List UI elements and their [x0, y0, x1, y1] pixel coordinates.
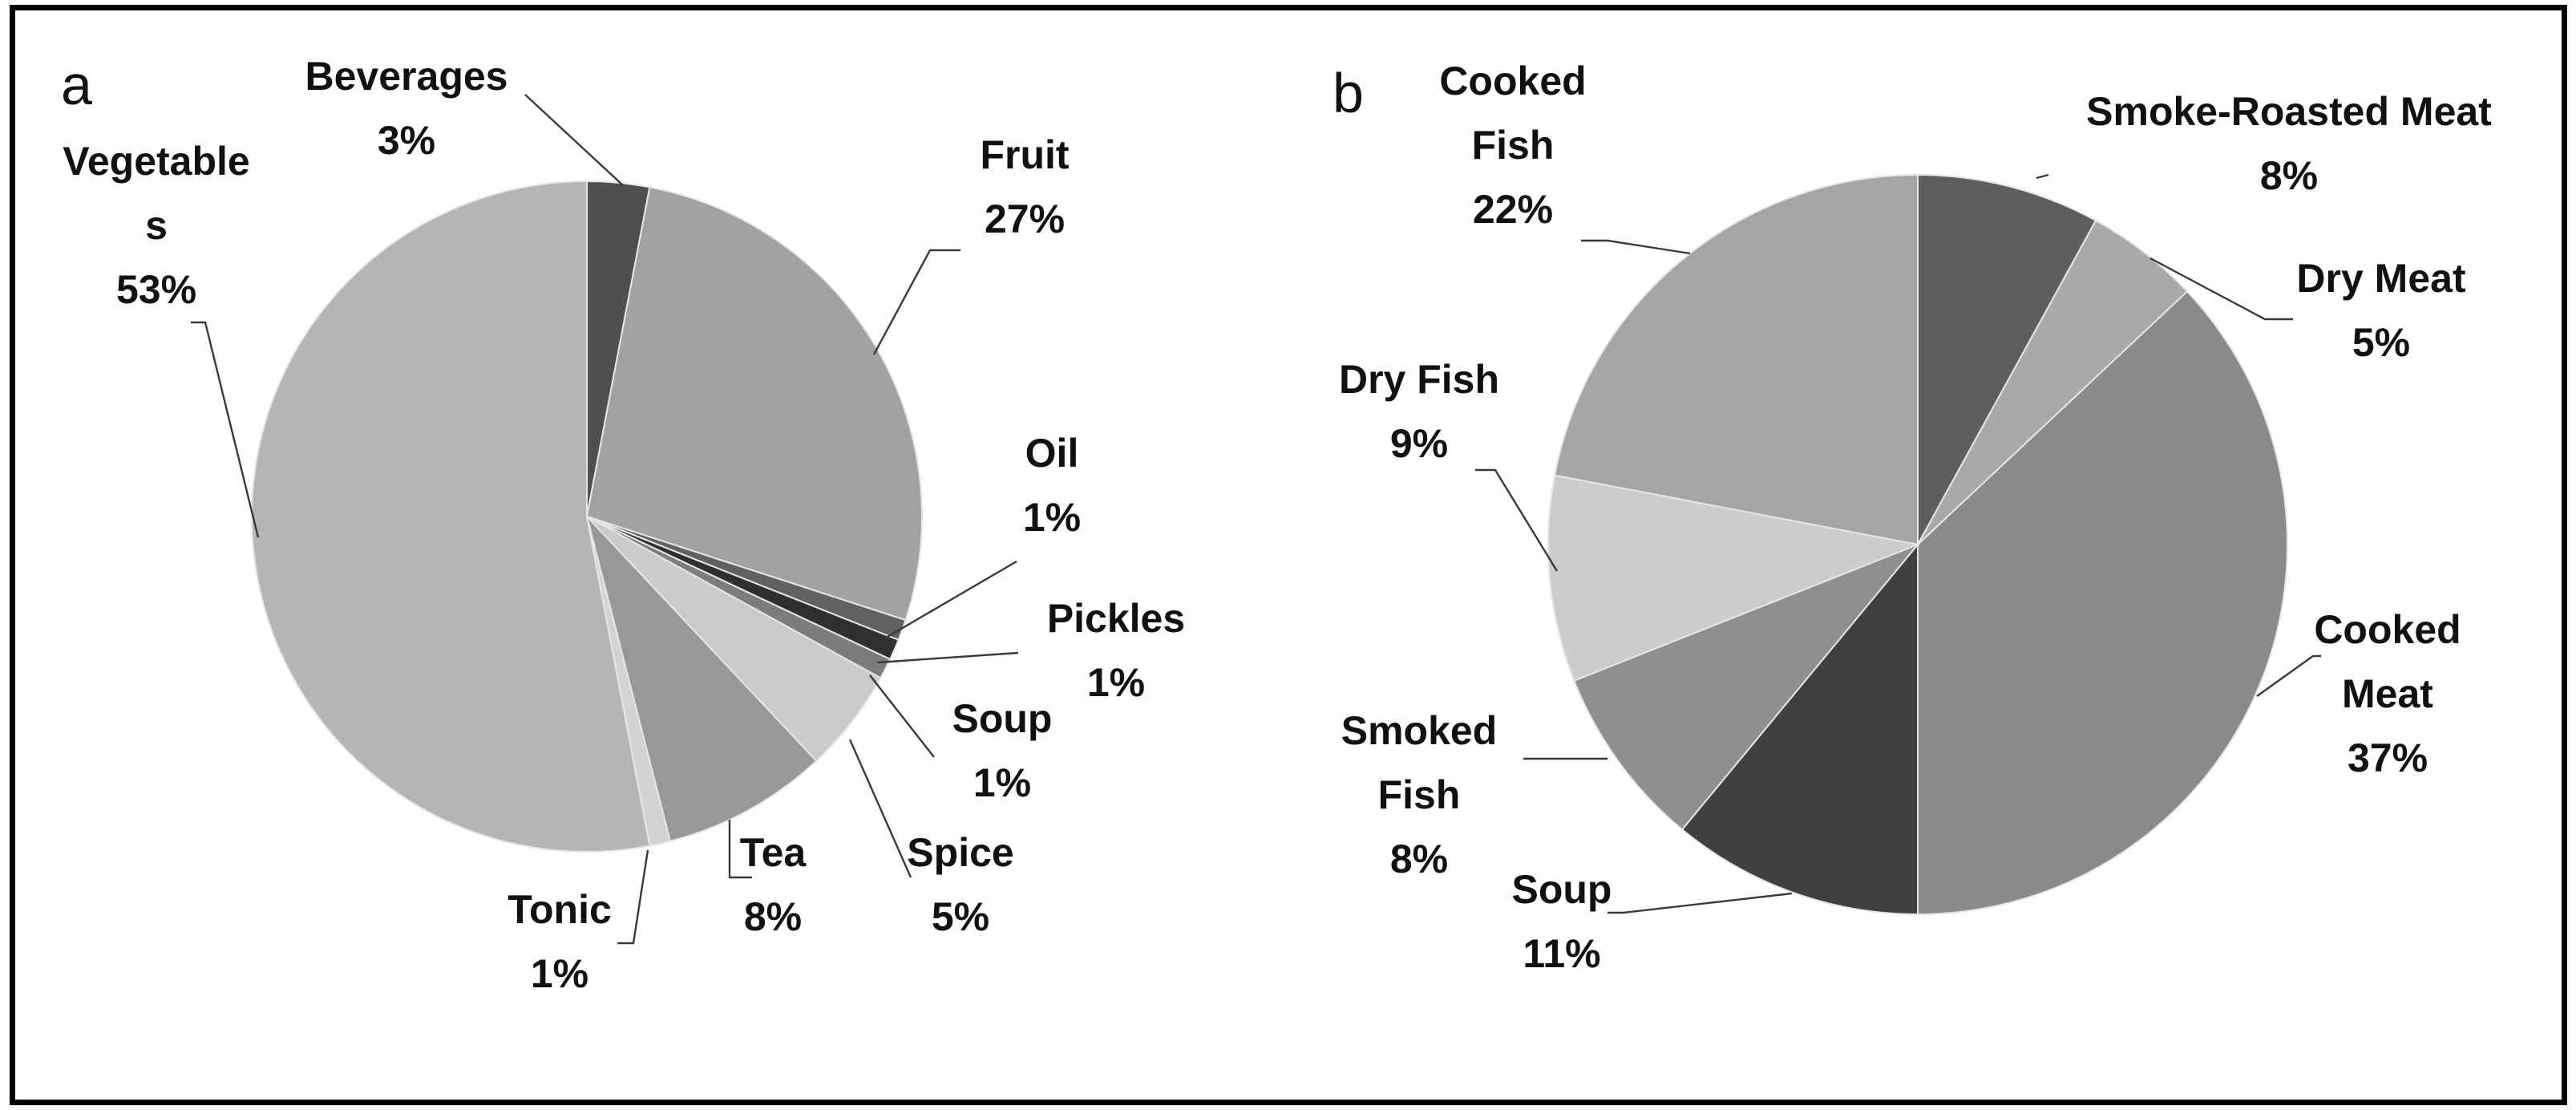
pie-b-leader-0 [2036, 173, 2049, 180]
panel-a-letter: a [61, 54, 92, 116]
pie-a-leader-5 [848, 739, 912, 878]
figure-frame [10, 5, 2567, 1105]
pie-b-slice-3 [1680, 542, 1919, 916]
pie-a-slice-1 [585, 186, 923, 622]
pie-b-leader-1 [2149, 257, 2293, 321]
pie-b-leader-2 [2256, 654, 2321, 697]
pie-b-slice-5 [1547, 474, 1921, 683]
pie-a-label-7: Tonic 1% [508, 887, 612, 996]
pie-a-leader-3 [877, 651, 1019, 664]
pie-b-label-0: Smoke-Roasted Meat 8% [2086, 89, 2492, 198]
pie-a-label-4: Soup 1% [952, 696, 1053, 805]
pie-a-label-1: Fruit 27% [980, 132, 1069, 241]
pie-b-leader-5 [1475, 468, 1559, 572]
pie-a-leader-6 [728, 820, 752, 879]
pie-b-label-3: Soup 11% [1512, 867, 1612, 976]
pie-b-slice-4 [1573, 544, 1919, 831]
pie-a-label-2: Oil 1% [1023, 431, 1081, 540]
panel-b-letter: b [1332, 62, 1364, 124]
pie-a-leader-8 [191, 321, 260, 538]
pie-a-leader-4 [869, 675, 935, 758]
pie-b-leader-3 [1607, 892, 1793, 914]
pie-a-leader-7 [617, 849, 649, 945]
pie-a-leader-1 [872, 249, 960, 355]
pie-a-label-5: Spice 5% [907, 830, 1013, 939]
pie-b-label-5: Dry Fish 9% [1339, 357, 1499, 466]
pie-b-slice-2 [1917, 290, 2288, 916]
pie-a-slice-6 [586, 516, 818, 843]
pie-b-label-6: Cooked Fish 22% [1439, 59, 1586, 232]
pie-a-leader-0 [524, 94, 625, 187]
pie-a-slice-8 [251, 180, 651, 853]
pie-a-label-6: Tea 8% [740, 830, 807, 939]
pie-b-slice-1 [1917, 219, 2189, 545]
pie-a-label-8: Vegetable s 53% [63, 139, 249, 312]
pie-b-slice-0 [1917, 173, 2097, 545]
pie-chart-b: Smoke-Roasted Meat 8% Dry Meat 5% Cooked Meat… [1339, 59, 2492, 976]
pie-a-leader-2 [881, 560, 1017, 642]
pie-a-label-3: Pickles 1% [1047, 596, 1185, 705]
pie-b-label-2: Cooked Meat 37% [2314, 607, 2461, 780]
pie-a-label-0: Beverages 3% [305, 54, 508, 163]
pie-chart-a: Beverages 3% Fruit 27% Oil 1% Pickles 1%Soup 1% S… [63, 54, 1185, 996]
pie-b-slice-6 [1553, 173, 1919, 546]
pie-b-leader-6 [1581, 239, 1691, 255]
pie-b-label-4: Smoked Fish 8% [1341, 708, 1498, 881]
pie-b-label-1: Dry Meat 5% [2296, 256, 2466, 365]
